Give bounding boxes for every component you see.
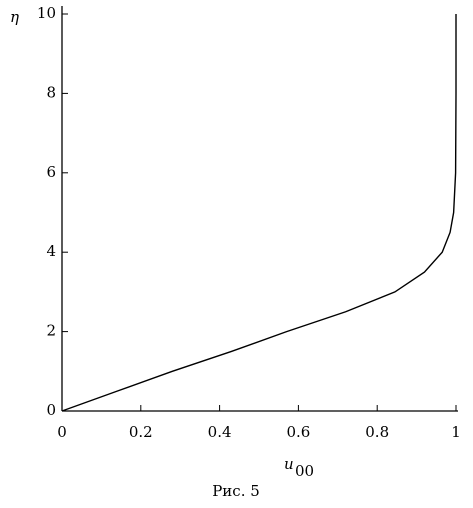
x-tick-label: 0.6 [286, 423, 310, 441]
y-tick-label: 4 [46, 242, 56, 260]
x-tick-label: 0.8 [365, 423, 389, 441]
x-tick-label: 0.2 [129, 423, 153, 441]
y-tick-label: 10 [37, 4, 56, 22]
caption: Рис. 5 [212, 482, 260, 500]
y-tick-label: 8 [46, 83, 56, 101]
y-axis-label: η [10, 8, 19, 26]
x-tick-label: 0 [57, 423, 67, 441]
y-tick-label: 6 [46, 163, 56, 181]
y-tick-label: 0 [46, 401, 56, 419]
x-tick-label: 0.4 [208, 423, 232, 441]
x-axis-label-subscript: 00 [295, 462, 314, 480]
x-axis-label: u [284, 455, 294, 473]
y-tick-label: 2 [46, 322, 56, 340]
line [61, 14, 457, 412]
x-tick-label: 1 [451, 423, 461, 441]
